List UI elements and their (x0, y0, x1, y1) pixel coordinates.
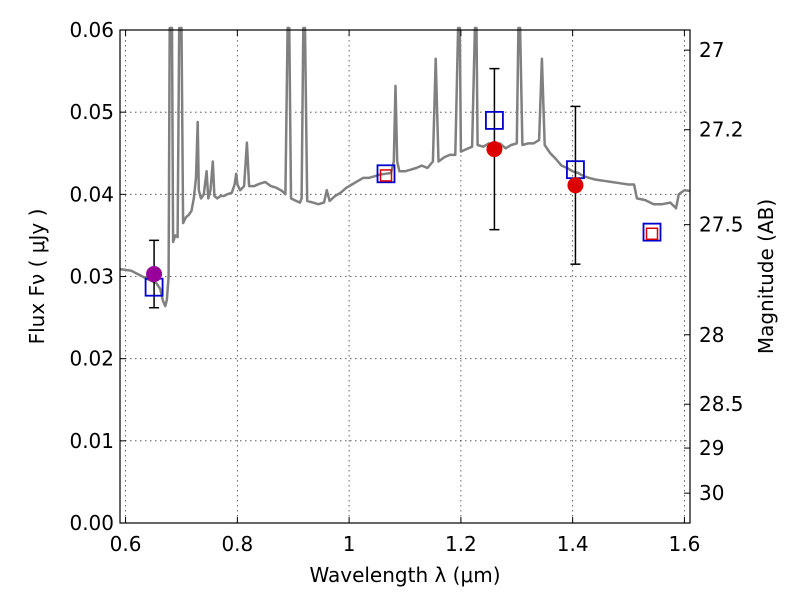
y2-tick-label: 29 (699, 436, 724, 460)
y-tick-label: 0.01 (69, 429, 114, 453)
y-tick-label: 0.04 (69, 182, 114, 206)
red-open-square (379, 169, 393, 182)
spectrum-line (119, 26, 691, 308)
model-square (485, 110, 504, 130)
y-tick-label: 0.00 (69, 511, 114, 535)
y2-tick-label: 28.5 (699, 392, 744, 416)
y-tick-label: 0.02 (69, 347, 114, 371)
y-tick-label: 0.03 (69, 265, 114, 289)
observed-point (567, 177, 584, 194)
x-tick-label: 1.2 (445, 532, 477, 556)
data-markers (144, 67, 662, 309)
model-square (376, 164, 396, 184)
observed-point (486, 141, 503, 158)
y2-tick-label: 27 (699, 38, 724, 62)
x-tick-label: 0.8 (221, 532, 253, 556)
x-axis-label: Wavelength λ (μm) (309, 563, 500, 587)
y2-tick-label: 27.5 (699, 213, 744, 237)
y2-tick-label: 30 (699, 481, 724, 505)
x-tick-label: 1 (343, 532, 356, 556)
observed-point (146, 266, 163, 283)
grid-lines (120, 30, 690, 523)
red-open-square (645, 227, 659, 241)
y-axis-label: Flux Fν ( μJy ) (25, 209, 49, 345)
x-tick-label: 1.6 (669, 532, 701, 556)
model-square (642, 222, 662, 242)
model-spectrum (119, 26, 691, 308)
y2-axis-label: Magnitude (AB) (754, 199, 778, 354)
y-tick-label: 0.05 (69, 100, 114, 124)
y2-tick-label: 27.2 (699, 118, 744, 142)
y-tick-label: 0.06 (69, 18, 114, 42)
y2-tick-label: 28 (699, 323, 724, 347)
x-tick-label: 0.6 (110, 532, 142, 556)
axis-ticks: 0.6 0.8 1 1.2 1.4 1.6 0.00 0.01 0.02 0.03 0.04 0.05… (69, 18, 743, 556)
x-tick-label: 1.4 (557, 532, 589, 556)
